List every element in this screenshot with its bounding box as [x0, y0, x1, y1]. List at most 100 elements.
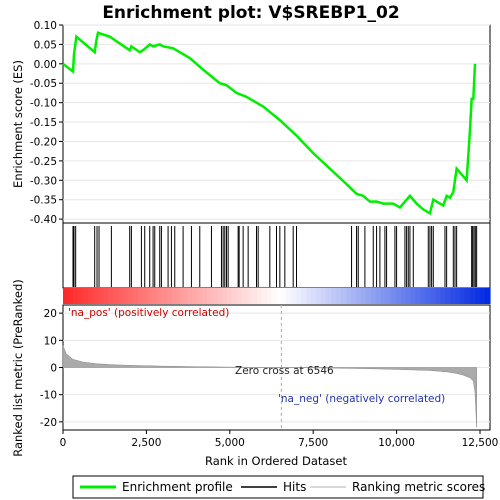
metric-y-tick-label: 20 [44, 308, 57, 320]
color-bar-cell [286, 288, 292, 304]
es-y-tick-label: 0.00 [34, 59, 57, 71]
color-bar-cell [360, 288, 367, 304]
color-bar-cell [117, 288, 124, 304]
color-bar-cell [206, 288, 213, 304]
es-y-tick-label: 0.05 [34, 39, 57, 51]
color-bar-cell [355, 288, 362, 304]
color-bar-cell [122, 288, 129, 304]
es-y-tick-label: 0.10 [34, 20, 57, 32]
hits-markers [72, 226, 478, 287]
color-bar-cell [77, 288, 84, 304]
color-bar-cell [296, 288, 302, 304]
color-bar-cell [127, 288, 134, 304]
x-tick-label: 2,500 [131, 437, 161, 449]
color-bar-cell [241, 288, 248, 304]
legend-metric-label: Ranking metric scores [352, 480, 485, 494]
metric-y-axis-label: Ranked list metric (PreRanked) [11, 279, 25, 457]
x-axis-label: Rank in Ordered Dataset [205, 454, 348, 468]
color-bar-cell [291, 288, 297, 304]
color-bar-cell [256, 288, 263, 304]
color-bar-cell [216, 288, 223, 304]
es-y-tick-label: -0.40 [30, 214, 57, 226]
es-y-tick-label: -0.20 [30, 136, 57, 148]
color-bar-cell [331, 288, 337, 304]
color-bar-cell [306, 288, 312, 304]
metric-y-tick-label: 0 [50, 363, 57, 375]
es-gridlines [63, 24, 490, 220]
es-y-tick-labels: 0.10 0.05 0.00 -0.05 -0.10 -0.15 -0.20 -0.25 -0.… [30, 20, 63, 226]
color-bar-cell [365, 288, 372, 304]
ranking-metric-area [62, 345, 477, 428]
color-bar-cell [326, 288, 332, 304]
color-bar-cell [172, 288, 178, 304]
color-bar-cell [221, 288, 228, 304]
na-pos-annotation: 'na_pos' (positively correlated) [68, 307, 229, 319]
color-bar-cell [137, 288, 144, 304]
color-bar-cell [321, 288, 327, 304]
color-bar-cell [460, 288, 466, 304]
color-bar-cell [152, 288, 158, 304]
color-bar-cell [67, 288, 74, 304]
color-bar-cell [72, 288, 79, 304]
color-bar-cell [266, 288, 273, 304]
x-tick-label: 0 [60, 437, 67, 449]
es-y-axis-label: Enrichment score (ES) [11, 60, 25, 188]
color-bar-cell [92, 288, 99, 304]
color-bar-cell [202, 288, 208, 304]
color-bar-cell [246, 288, 253, 304]
color-bar-cell [470, 288, 476, 304]
chart-title: Enrichment plot: V$SREBP1_02 [102, 3, 399, 23]
color-bar-cell [211, 288, 218, 304]
metric-x-tick-labels: 0 2,500 5,000 7,500 10,000 12,500 [60, 430, 499, 449]
color-bar-cell [430, 288, 436, 304]
color-bar-cell [370, 288, 377, 304]
color-bar-cell [410, 288, 417, 304]
color-bar-cell [395, 288, 402, 304]
color-bar-cell [147, 288, 153, 304]
color-bar-cell [400, 288, 407, 304]
color-bar-cell [450, 288, 456, 304]
color-bar-cell [276, 288, 283, 304]
zero-cross-annotation: Zero cross at 6546 [235, 365, 334, 377]
color-bar-cell [107, 288, 114, 304]
x-tick-label: 12,500 [462, 437, 499, 449]
color-bar-cell [182, 288, 188, 304]
color-bar-cell [261, 288, 268, 304]
es-y-tick-label: -0.15 [30, 117, 57, 129]
rank-color-bar [63, 288, 491, 304]
enrichment-profile-line [62, 31, 477, 216]
color-bar-cell [380, 288, 387, 304]
color-bar-cell [316, 288, 322, 304]
x-tick-label: 10,000 [378, 437, 415, 449]
color-bar-cell [420, 288, 427, 304]
color-bar-cell [440, 288, 446, 304]
color-bar-cell [271, 288, 278, 304]
color-bar-cell [97, 288, 104, 304]
color-bar-cell [455, 288, 461, 304]
metric-y-tick-label: 10 [44, 335, 57, 347]
color-bar-cell [346, 288, 352, 304]
color-bar-cell [236, 288, 243, 304]
color-bar-cell [82, 288, 89, 304]
color-bar-cell [435, 288, 441, 304]
color-bar-cell [167, 288, 173, 304]
color-bar-cell [231, 288, 238, 304]
metric-y-tick-label: -20 [40, 417, 57, 429]
color-bar-cell [465, 288, 471, 304]
color-bar-cell [311, 288, 317, 304]
color-bar-cell [425, 288, 432, 304]
color-bar-cell [385, 288, 392, 304]
metric-y-tick-labels: 20 10 0 -10 -20 [40, 308, 63, 429]
es-panel-frame [62, 24, 491, 224]
color-bar-cell [475, 288, 481, 304]
color-bar-cell [102, 288, 109, 304]
color-bar-cell [187, 288, 193, 304]
color-bar-cell [132, 288, 139, 304]
color-bar-cell [157, 288, 163, 304]
color-bar-cell [112, 288, 119, 304]
color-bar-cell [192, 288, 198, 304]
color-bar-cell [375, 288, 382, 304]
legend-enrichment-label: Enrichment profile [122, 480, 233, 494]
